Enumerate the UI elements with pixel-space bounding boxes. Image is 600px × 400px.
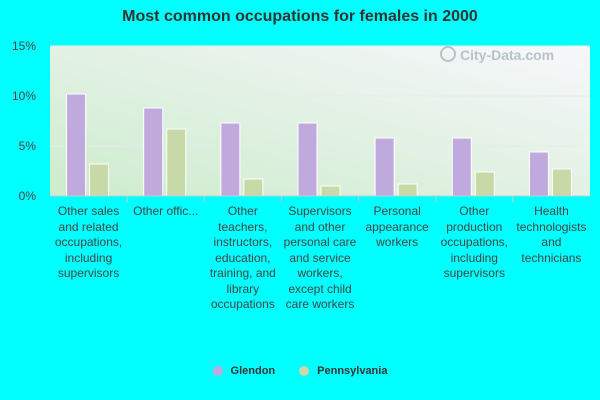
bar-pennsylvania-6[interactable] bbox=[474, 171, 495, 197]
chart-title: Most common occupations for females in 2… bbox=[122, 8, 478, 25]
watermark-text: City-Data.com bbox=[460, 47, 555, 63]
gridlines bbox=[50, 45, 590, 147]
bar-pennsylvania-5[interactable] bbox=[397, 183, 418, 197]
legend-item-pennsylvania[interactable]: Pennsylvania bbox=[299, 365, 387, 377]
y-tick-label: 10% bbox=[12, 89, 36, 103]
city-data-logo-icon bbox=[440, 46, 456, 62]
category-label: Health technologists and technicians bbox=[516, 204, 587, 265]
bar-pennsylvania-7[interactable] bbox=[551, 168, 572, 197]
bar-glendon-2[interactable] bbox=[143, 107, 164, 197]
legend-label: Pennsylvania bbox=[317, 365, 388, 377]
legend-swatch bbox=[212, 366, 223, 376]
bar-glendon-4[interactable] bbox=[297, 122, 318, 197]
y-tick-label: 5% bbox=[19, 139, 37, 153]
category-label: Supervisors and other personal care and … bbox=[283, 204, 357, 311]
bar-pennsylvania-3[interactable] bbox=[243, 178, 264, 197]
plot-area bbox=[50, 46, 590, 196]
bars bbox=[66, 93, 572, 197]
bar-glendon-7[interactable] bbox=[528, 151, 549, 197]
bar-glendon-3[interactable] bbox=[220, 122, 241, 197]
bar-glendon-6[interactable] bbox=[451, 137, 472, 197]
bar-glendon-1[interactable] bbox=[66, 93, 87, 197]
y-tick-label: 0% bbox=[19, 189, 37, 203]
legend-swatch bbox=[299, 366, 310, 376]
category-label: Other teachers, instructors, education, … bbox=[209, 204, 276, 311]
watermark: City-Data.com bbox=[440, 46, 554, 63]
legend-label: Glendon bbox=[230, 365, 276, 377]
bar-pennsylvania-2[interactable] bbox=[166, 128, 187, 197]
category-label: Other production occupations, including … bbox=[440, 204, 508, 280]
category-label: Other offic... bbox=[133, 204, 199, 218]
bar-pennsylvania-4[interactable] bbox=[320, 185, 341, 197]
category-label: Personal appearance workers bbox=[365, 204, 429, 249]
bar-glendon-5[interactable] bbox=[374, 137, 395, 197]
y-axis: 0% 5% 10% 15% bbox=[12, 39, 590, 203]
category-label: Other sales and related occupations, inc… bbox=[54, 204, 123, 280]
legend-item-glendon[interactable]: Glendon bbox=[212, 365, 276, 377]
bar-pennsylvania-1[interactable] bbox=[89, 163, 110, 197]
legend: Glendon Pennsylvania bbox=[0, 365, 600, 379]
y-tick-label: 15% bbox=[12, 39, 36, 53]
